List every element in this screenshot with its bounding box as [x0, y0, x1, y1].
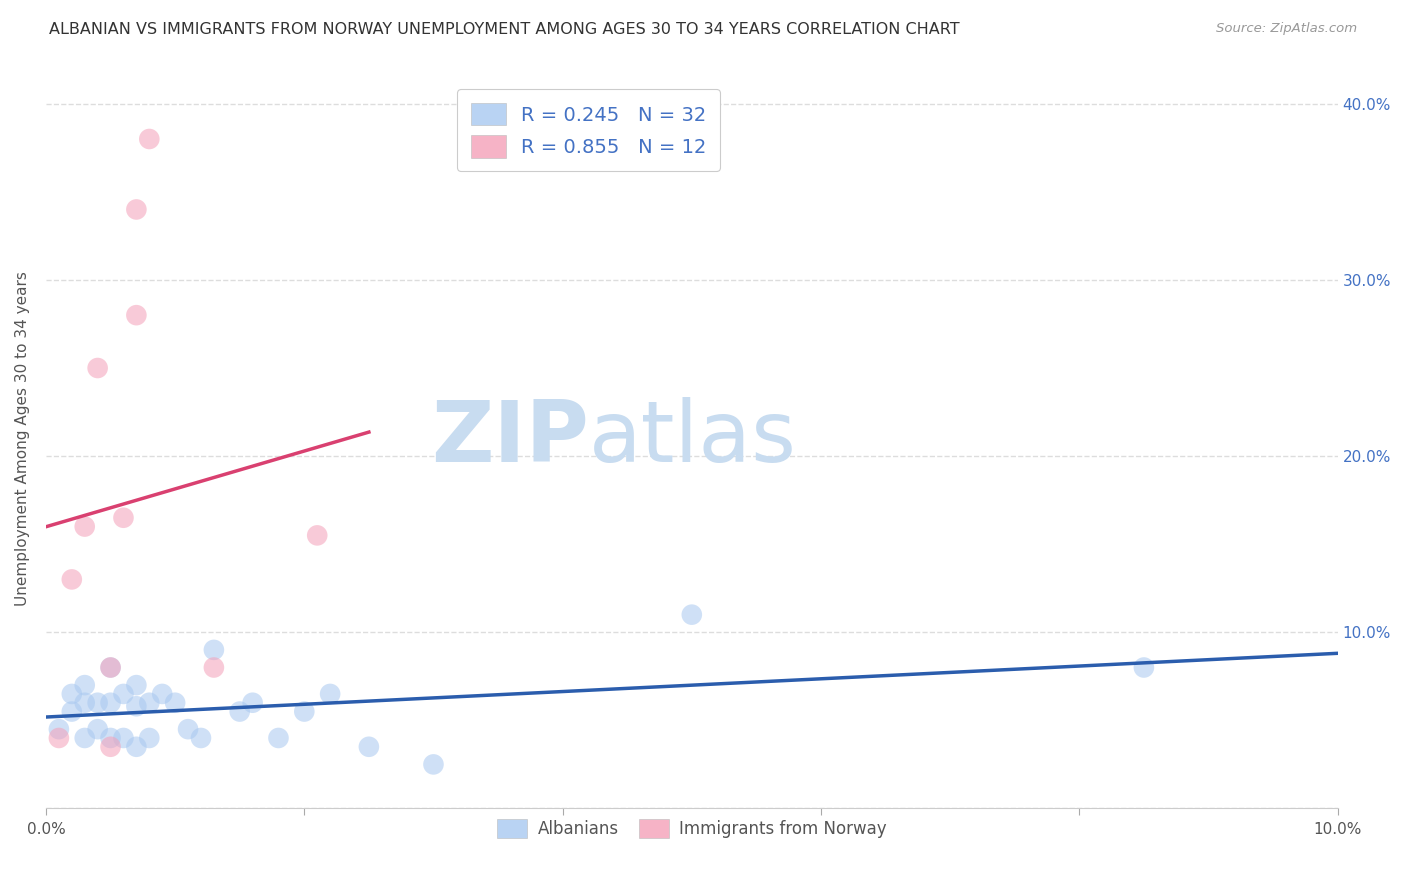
Point: [73, 696, 96, 710]
Y-axis label: Unemployment Among Ages 30 to 34 years: Unemployment Among Ages 30 to 34 years: [15, 271, 30, 606]
Text: Source: ZipAtlas.com: Source: ZipAtlas.com: [1216, 22, 1357, 36]
Point: [86, 696, 108, 710]
Point: [319, 687, 342, 701]
Point: [422, 757, 444, 772]
Point: [125, 739, 148, 754]
Point: [60, 687, 83, 701]
Point: [100, 660, 122, 674]
Legend: Albanians, Immigrants from Norway: Albanians, Immigrants from Norway: [491, 812, 893, 845]
Point: [112, 687, 135, 701]
Text: ZIP: ZIP: [430, 397, 589, 480]
Point: [60, 573, 83, 587]
Point: [48, 722, 70, 736]
Point: [242, 696, 264, 710]
Text: atlas: atlas: [589, 397, 796, 480]
Point: [138, 731, 160, 745]
Point: [60, 705, 83, 719]
Point: [138, 696, 160, 710]
Point: [100, 731, 122, 745]
Point: [100, 660, 122, 674]
Point: [73, 731, 96, 745]
Point: [357, 739, 380, 754]
Point: [138, 132, 160, 146]
Point: [267, 731, 290, 745]
Point: [73, 678, 96, 692]
Point: [681, 607, 703, 622]
Point: [48, 731, 70, 745]
Point: [190, 731, 212, 745]
Text: ALBANIAN VS IMMIGRANTS FROM NORWAY UNEMPLOYMENT AMONG AGES 30 TO 34 YEARS CORREL: ALBANIAN VS IMMIGRANTS FROM NORWAY UNEMP…: [49, 22, 960, 37]
Point: [202, 660, 225, 674]
Point: [125, 699, 148, 714]
Point: [73, 519, 96, 533]
Point: [112, 731, 135, 745]
Point: [228, 705, 250, 719]
Point: [125, 308, 148, 322]
Point: [112, 510, 135, 524]
Point: [307, 528, 329, 542]
Point: [165, 696, 187, 710]
Point: [125, 678, 148, 692]
Point: [125, 202, 148, 217]
Point: [202, 643, 225, 657]
Point: [86, 361, 108, 376]
Point: [100, 696, 122, 710]
Point: [1133, 660, 1156, 674]
Point: [86, 722, 108, 736]
Point: [292, 705, 315, 719]
Point: [177, 722, 200, 736]
Point: [150, 687, 173, 701]
Point: [100, 739, 122, 754]
